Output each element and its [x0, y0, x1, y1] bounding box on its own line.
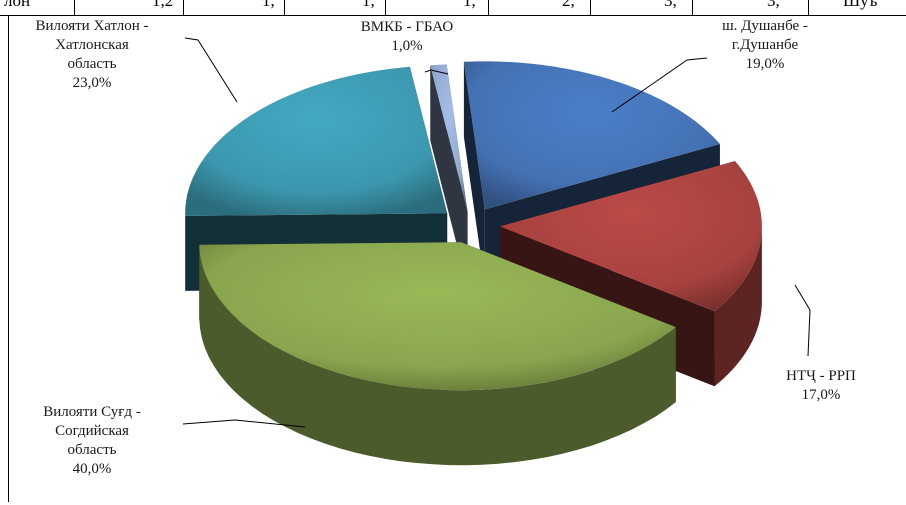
table-cell: Шуъ	[843, 0, 878, 10]
table-cell: 1,	[262, 0, 275, 10]
slice-sughd	[199, 242, 676, 466]
table-fragment: лон 1,2 1, 1, 1, 2, 3, 3, Шуъ	[0, 0, 906, 16]
data-label: Вилояти Хатлон -Хатлонская область 23,0%	[35, 18, 148, 91]
table-cell: 3,	[664, 0, 677, 10]
data-label: Вилояти Суғд -Согдийская область 40,0%	[43, 404, 141, 477]
leader-line	[794, 284, 811, 357]
slice-gbao	[430, 64, 468, 287]
left-border-line	[8, 16, 9, 502]
table-cell: 1,	[362, 0, 375, 10]
leader-line	[184, 37, 238, 103]
table-cell: лон	[4, 0, 31, 10]
leader-line	[611, 57, 708, 113]
leader-line	[182, 419, 306, 428]
table-cell: 2,	[562, 0, 575, 10]
data-label: ВМКБ - ГБАО 1,0%	[361, 19, 454, 54]
table-cell: 1,2	[152, 0, 174, 10]
table-cell: 3,	[767, 0, 780, 10]
leader-line	[424, 69, 449, 75]
data-label: НТҶ - РРП 17,0%	[786, 368, 856, 403]
data-label: ш. Душанбе -г.Душанбе 19,0%	[722, 18, 808, 72]
table-cell: 1,	[463, 0, 476, 10]
